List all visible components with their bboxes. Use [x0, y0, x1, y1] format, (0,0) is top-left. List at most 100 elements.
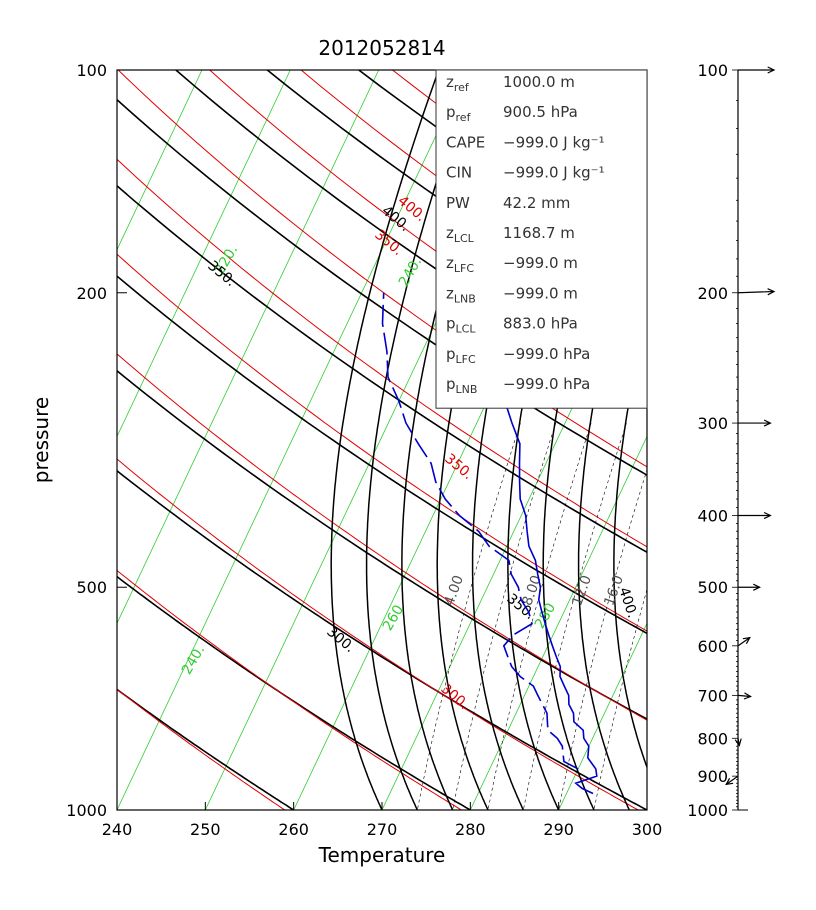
wind-level-label: 500 [697, 578, 728, 597]
x-tick-label: 280 [455, 820, 486, 839]
isotherm-line [381, 248, 647, 810]
isotherm-line [469, 435, 647, 810]
moist-adiabat-label: 350. [441, 451, 475, 483]
dry-adiabat-line [117, 369, 647, 721]
moist-adiabat-line [117, 569, 462, 810]
info-box-row: zref [446, 73, 470, 94]
isotherm-line [558, 622, 647, 810]
mixing-ratio-line [523, 423, 627, 810]
saturated-adiabat-line [330, 70, 440, 810]
wind-level-label: 700 [697, 686, 728, 705]
info-box-value: 42.2 mm [503, 194, 570, 212]
x-tick-label: 240 [102, 820, 133, 839]
moist-adiabat-line [117, 158, 647, 548]
y-axis-label: pressure [29, 397, 53, 483]
info-box-row: zLNB [446, 284, 476, 305]
info-box-row: zLFC [446, 254, 474, 275]
chart-title: 2012052814 [318, 36, 445, 60]
isotherm-line [0, 70, 25, 810]
wind-arrow [737, 637, 751, 647]
dry-adiabat-label: 300. [323, 624, 357, 656]
wind-arrow-head [742, 636, 751, 644]
wind-level-label: 800 [697, 729, 728, 748]
wind-arrow-head [763, 419, 772, 427]
y-tick-label: 200 [76, 284, 107, 303]
info-box-row: pLCL [446, 315, 476, 336]
info-box-row: zLCL [446, 224, 475, 245]
mixing-ratio-line [593, 588, 647, 810]
dry-adiabat-line [117, 575, 471, 810]
info-box-value: −999.0 J kg⁻¹ [503, 164, 605, 182]
mixing-ratio-line [417, 423, 521, 810]
x-tick-label: 300 [632, 820, 663, 839]
plot-grid: 220. 240.260 280240.400.350.300.400.350.35… [0, 70, 647, 810]
isotherm-line [117, 70, 291, 438]
wind-arrow-head [767, 288, 776, 296]
x-tick-label: 290 [543, 820, 574, 839]
info-box-value: 1168.7 m [503, 224, 575, 242]
wind-level-label: 400 [697, 507, 728, 526]
dry-adiabat-line [117, 809, 118, 810]
wind-arrow-head [725, 778, 734, 786]
wind-arrow-head [767, 66, 776, 74]
info-box-value: −999.0 m [503, 254, 578, 272]
wind-arrow-head [743, 692, 752, 700]
x-tick-label: 250 [190, 820, 221, 839]
dry-adiabat-line [117, 275, 647, 635]
isotherm-line [0, 70, 114, 810]
wind-level-label: 900 [697, 767, 728, 786]
wind-arrow-head [753, 583, 761, 591]
wind-level-label: 200 [697, 284, 728, 303]
dewpoint-profile-line [381, 292, 579, 770]
wind-arrow-head [763, 511, 772, 520]
y-tick-label: 1000 [66, 801, 107, 820]
isotherm-line [646, 809, 647, 810]
moist-adiabat-line [117, 688, 286, 810]
info-box-value: −999.0 J kg⁻¹ [503, 133, 605, 151]
moist-adiabat-line [117, 458, 639, 810]
dry-adiabat-line [117, 469, 647, 810]
info-box-value: −999.0 hPa [503, 375, 590, 393]
mixing-ratio-line [452, 423, 557, 810]
info-box-value: −999.0 hPa [503, 345, 590, 363]
moist-adiabat-line [117, 253, 647, 632]
info-box-value: 900.5 hPa [503, 103, 578, 121]
mixing-ratio-label: 4.00 [441, 573, 467, 608]
info-box-row: CAPE [446, 133, 485, 151]
wind-level-label: 300 [697, 414, 728, 433]
isotherm-label: 240. [179, 643, 208, 678]
wind-level-label: 1000 [687, 801, 728, 820]
info-box-row: PW [446, 194, 470, 212]
info-box-row: CIN [446, 164, 472, 182]
isotherm-label: 240. [396, 255, 425, 290]
isotherm-line [117, 70, 468, 810]
y-tick-label: 100 [76, 61, 107, 80]
wind-arrow [737, 290, 774, 294]
x-tick-label: 260 [278, 820, 309, 839]
saturated-adiabat-line [365, 70, 475, 810]
info-box-row: pref [446, 103, 472, 124]
wind-profile: 100 200 300 400 500 600 700 800 900 1000 [687, 61, 776, 820]
info-box-value: −999.0 m [503, 284, 578, 302]
mixing-ratio-line [558, 468, 647, 810]
wind-arrow [725, 775, 739, 785]
info-box-row: pLFC [446, 345, 476, 366]
axes: 240 250 260 270 280 290 300 100 200 500 1000 [66, 61, 662, 839]
y-tick-label: 500 [76, 578, 107, 597]
wind-arrow-head [734, 738, 742, 747]
wind-arrow [737, 694, 751, 698]
info-box-row: pLNB [446, 375, 477, 396]
dry-adiabat-line [117, 184, 647, 554]
x-tick-label: 270 [367, 820, 398, 839]
saturated-adiabat-line [401, 70, 511, 810]
x-axis-label: Temperature [318, 843, 446, 867]
info-box-frame [435, 69, 648, 409]
isotherm-line [117, 70, 380, 625]
isotherm-line [117, 70, 203, 251]
info-box-value: 1000.0 m [503, 73, 575, 91]
info-box: zref 1000.0 m pref 900.5 hPa CAPE −999.0 J kg… [435, 69, 648, 409]
moist-adiabat-line [117, 353, 647, 721]
dry-adiabat-line [117, 688, 295, 810]
info-box-value: 883.0 hPa [503, 315, 578, 333]
